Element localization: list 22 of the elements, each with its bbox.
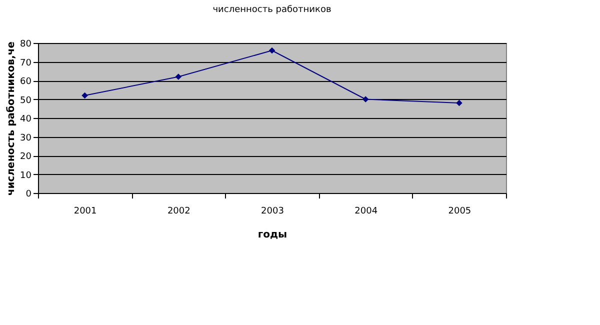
- y-axis-title: численость работников,че: [6, 41, 18, 196]
- x-axis-title: годы: [258, 230, 288, 240]
- y-tick-label: 70: [20, 58, 32, 68]
- y-tick-label: 0: [26, 190, 32, 200]
- y-tick-label: 10: [20, 170, 32, 181]
- point: [268, 47, 276, 54]
- y-tick-label: 20: [20, 152, 32, 162]
- y-tick-label: 50: [20, 96, 32, 106]
- point: [82, 92, 88, 99]
- point: [362, 96, 369, 102]
- y-tick-label: 30: [20, 133, 32, 144]
- point: [175, 74, 182, 80]
- x-tick-label: 2005: [448, 206, 472, 216]
- x-tick-label: 2002: [167, 206, 190, 216]
- x-tick-label: 2004: [354, 206, 378, 216]
- y-tick-label: 80: [20, 40, 32, 50]
- chart-title: численность работников: [212, 5, 332, 15]
- point: [456, 100, 462, 106]
- x-tick-label: 2003: [261, 206, 284, 216]
- y-tick-label: 60: [20, 77, 32, 87]
- y-tick-label: 40: [20, 114, 32, 124]
- x-tick-label: 2001: [74, 206, 97, 216]
